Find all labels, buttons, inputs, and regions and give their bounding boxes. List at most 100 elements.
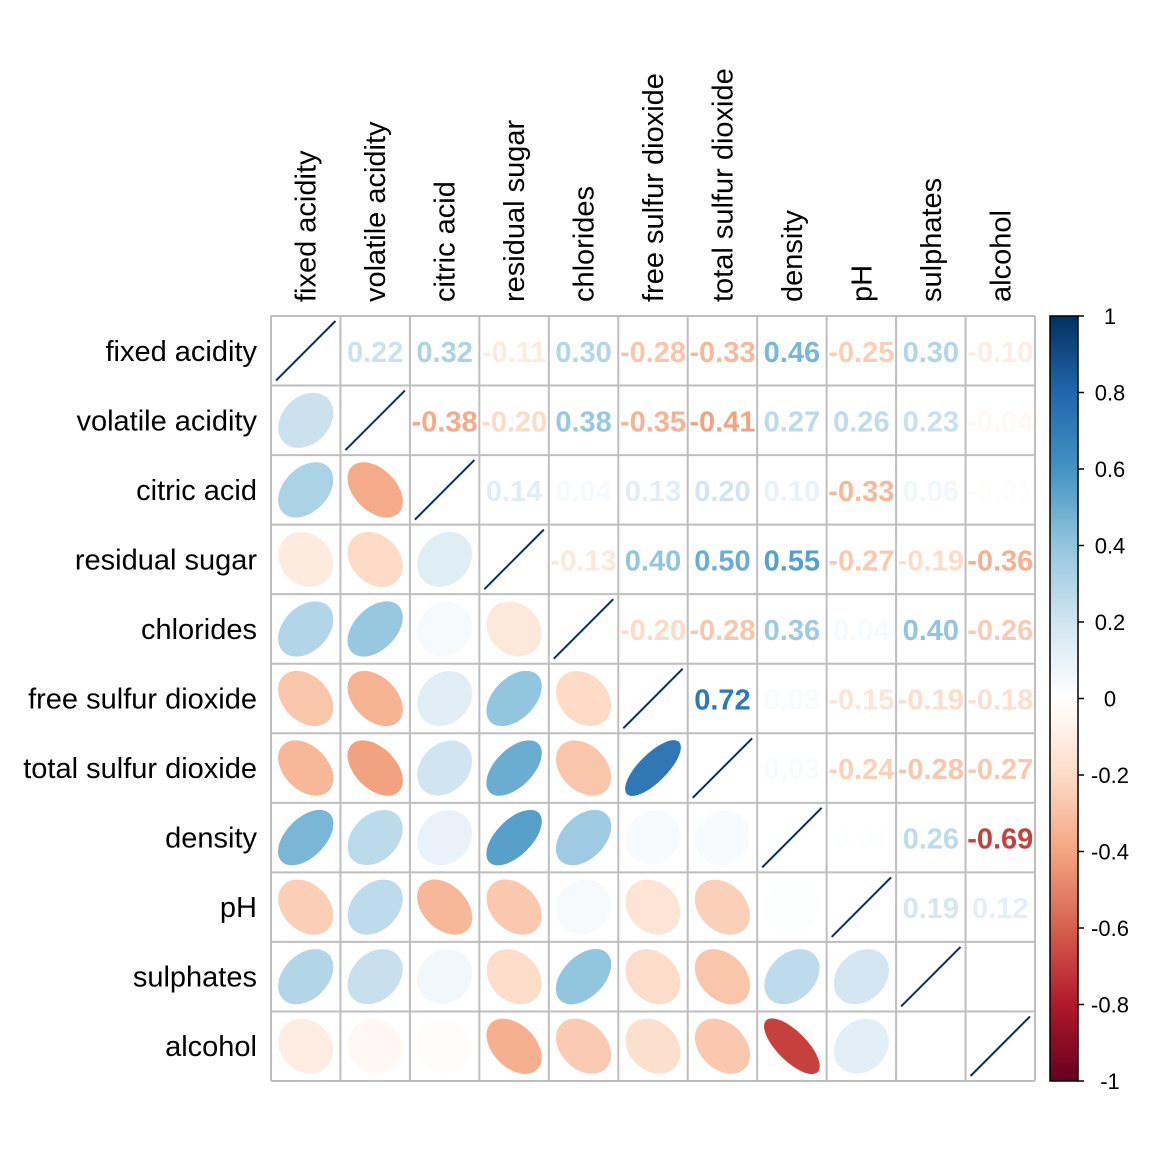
cell-0-0: [275, 320, 337, 382]
row-label: residual sugar: [75, 544, 257, 576]
corr-value: -0.27: [967, 754, 1033, 786]
corr-value: 0.72: [694, 685, 750, 717]
corr-ellipse: [278, 879, 334, 935]
cell-7-7: [761, 807, 823, 869]
cell-0-7: 0.46: [764, 337, 820, 369]
cell-4-2: [417, 601, 473, 657]
corr-value: 0.14: [486, 476, 542, 508]
corr-value: 0.36: [764, 615, 820, 647]
cell-10-10: [969, 1015, 1031, 1077]
corr-ellipse: [347, 531, 403, 587]
corr-value: 0.20: [694, 476, 750, 508]
cell-8-8: [830, 876, 892, 938]
cell-7-10: -0.69: [967, 824, 1033, 856]
grid-lines: [270, 315, 1036, 1082]
row-labels: fixed acidity volatile acidity citric acid…: [23, 336, 257, 1063]
corr-ellipse: [347, 670, 403, 727]
cell-3-7: 0.55: [764, 545, 820, 577]
cell-8-0: [278, 879, 334, 935]
corr-value: 0.06: [903, 476, 959, 508]
corr-value: -0.25: [828, 337, 894, 369]
cell-7-6: [695, 810, 750, 865]
colorbar-tick-label: 1: [1104, 304, 1116, 329]
corr-ellipse: [555, 809, 612, 866]
row-label: volatile acidity: [76, 405, 257, 437]
column-label: free sulfur dioxide: [638, 73, 670, 302]
corr-value: -0.04: [967, 406, 1033, 438]
cell-3-8: -0.27: [828, 545, 894, 577]
corr-ellipse: [278, 740, 334, 796]
corr-ellipse: [555, 740, 612, 796]
cell-8-6: [694, 879, 751, 935]
corr-value: -0.26: [967, 615, 1033, 647]
corr-ellipse: [833, 949, 889, 1005]
diagonal-line: [414, 459, 476, 521]
cell-4-6: -0.28: [689, 615, 755, 647]
row-label: total sulfur dioxide: [23, 753, 257, 785]
cell-9-2: [417, 949, 473, 1005]
cell-8-5: [625, 879, 681, 935]
corr-ellipse: [417, 601, 473, 657]
colorbar-tick-label: -0.4: [1091, 840, 1129, 865]
corr-ellipse: [347, 810, 403, 866]
corr-value: 0.27: [764, 406, 820, 438]
cell-2-9: 0.06: [903, 476, 959, 508]
cell-9-1: [347, 949, 403, 1005]
corr-value: -0.19: [898, 685, 964, 717]
corr-value: -0.35: [620, 406, 686, 438]
cell-4-8: 0.04: [833, 615, 889, 647]
corr-value: 0.13: [625, 476, 681, 508]
corr-ellipse: [486, 1018, 542, 1074]
column-label: alcohol: [985, 210, 1017, 302]
corr-ellipse: [625, 1018, 681, 1074]
corr-ellipse: [347, 462, 403, 518]
cell-4-0: [278, 601, 334, 657]
cell-9-7: [764, 949, 820, 1005]
cell-0-4: 0.30: [555, 337, 611, 369]
corr-value: 0.55: [764, 545, 820, 577]
cell-1-3: -0.20: [481, 406, 547, 438]
cell-6-0: [278, 740, 334, 796]
cell-0-2: 0.32: [416, 337, 472, 369]
corr-value: 0.03: [764, 685, 820, 717]
corr-value: -0.11: [482, 337, 547, 369]
row-label: pH: [220, 892, 257, 924]
cell-7-1: [347, 810, 403, 866]
corr-ellipse: [278, 1018, 334, 1074]
corr-value: -0.69: [967, 824, 1033, 856]
column-label: chlorides: [569, 186, 601, 302]
corr-ellipse: [764, 1018, 820, 1075]
cell-0-1: 0.22: [347, 337, 403, 369]
cell-4-3: [486, 601, 542, 657]
cell-2-7: 0.10: [764, 476, 820, 508]
corr-ellipse: [555, 1018, 612, 1074]
corr-ellipse: [278, 809, 334, 866]
corr-ellipse: [278, 949, 334, 1005]
cell-2-1: [347, 462, 403, 518]
cell-9-6: [694, 949, 751, 1005]
cell-2-3: 0.14: [486, 476, 542, 508]
cell-7-4: [555, 809, 612, 866]
cell-5-1: [347, 670, 403, 727]
cell-9-8: [833, 949, 889, 1005]
colorbar-tick-label: 0.6: [1095, 457, 1126, 482]
cell-9-10: 0.00: [972, 963, 1028, 995]
cell-5-10: -0.18: [967, 685, 1033, 717]
cell-0-10: -0.10: [967, 337, 1033, 369]
cell-2-8: -0.33: [828, 476, 894, 508]
corr-value: 0.40: [903, 615, 959, 647]
corr-value: 0.00: [972, 963, 1028, 995]
cell-6-5: [625, 740, 681, 796]
corr-ellipse: [625, 949, 681, 1005]
corr-ellipse: [486, 670, 542, 727]
cell-5-5: [622, 668, 684, 729]
cell-3-2: [417, 531, 473, 587]
corr-value: 0.04: [833, 615, 889, 647]
cell-6-8: -0.24: [828, 754, 894, 786]
corr-ellipse: [417, 1018, 473, 1074]
diagonal-line: [830, 876, 892, 938]
cell-2-4: 0.04: [555, 476, 611, 508]
corr-ellipse: [347, 601, 403, 657]
cell-4-10: -0.26: [967, 615, 1033, 647]
